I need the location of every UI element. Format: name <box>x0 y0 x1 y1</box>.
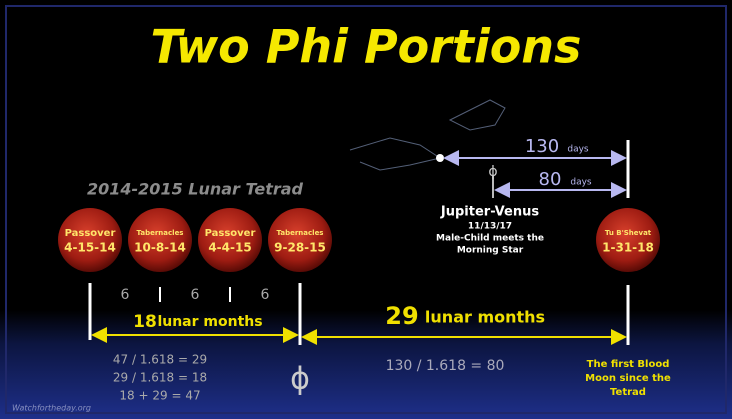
moon-name: Passover <box>205 228 256 239</box>
note: The first Blood <box>587 359 670 370</box>
moon-date: 1-31-18 <box>602 241 654 255</box>
moon-date: 4-4-15 <box>208 241 251 255</box>
phi-large: ϕ <box>290 362 310 397</box>
page: Two Phi Portions 2014-2015 Lunar Tetrad … <box>0 0 732 419</box>
event-title: Jupiter-Venus <box>440 205 539 220</box>
equation: 47 / 1.618 = 29 <box>113 353 207 367</box>
span-number: 18 <box>133 312 157 332</box>
moon-date: 9-28-15 <box>274 241 326 255</box>
gap: 6 <box>191 287 200 303</box>
gap: 6 <box>121 287 130 303</box>
phi-small: ϕ <box>488 164 497 180</box>
moon-name: Tu B'Shevat <box>605 229 652 237</box>
day-number: 130 <box>525 136 559 157</box>
span-number: 29 <box>385 302 418 330</box>
equation-right: 130 / 1.618 = 80 <box>386 358 505 374</box>
note: Moon since the <box>585 373 671 384</box>
moon-date: 4-15-14 <box>64 241 116 255</box>
span-unit: lunar months <box>157 314 262 330</box>
event-caption: Male-Child meets the <box>436 234 544 244</box>
title: Two Phi Portions <box>151 20 582 74</box>
note: Tetrad <box>610 387 646 398</box>
day-unit: days <box>567 145 589 155</box>
moon-date: 10-8-14 <box>134 241 186 255</box>
tetrad-label: 2014-2015 Lunar Tetrad <box>87 180 304 199</box>
event-date: 11/13/17 <box>468 222 512 232</box>
slide: Two Phi Portions 2014-2015 Lunar Tetrad … <box>0 0 732 419</box>
day-unit: days <box>570 178 592 188</box>
equation: 29 / 1.618 = 18 <box>113 371 207 385</box>
equation: 18 + 29 = 47 <box>119 389 200 403</box>
gap: 6 <box>261 287 270 303</box>
moon-name: Tabernacles <box>137 229 184 237</box>
span-unit: lunar months <box>425 308 545 327</box>
moon-name: Tabernacles <box>277 229 324 237</box>
event-caption: Morning Star <box>457 246 524 256</box>
moon-name: Passover <box>65 228 116 239</box>
credit: Watchfortheday.org <box>12 404 91 413</box>
day-number: 80 <box>539 169 562 190</box>
star <box>436 154 444 162</box>
